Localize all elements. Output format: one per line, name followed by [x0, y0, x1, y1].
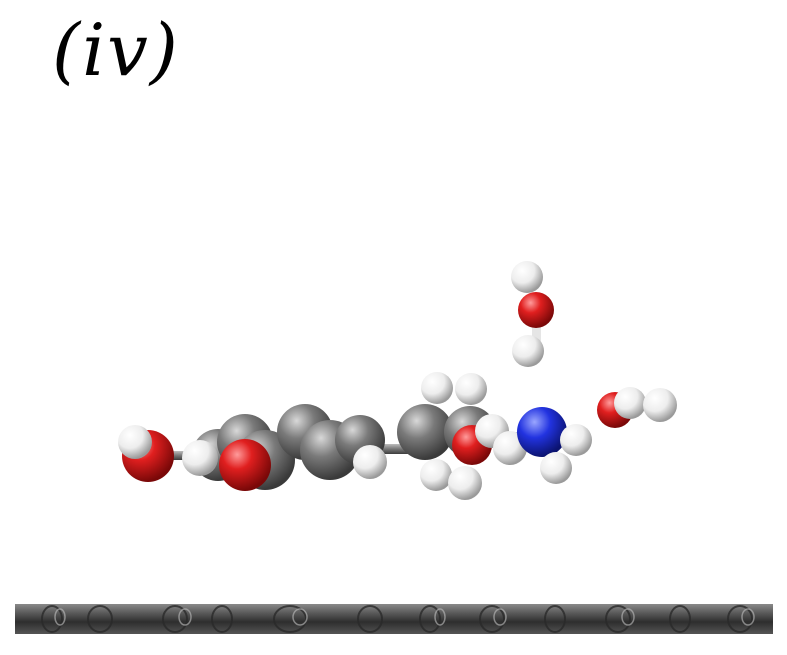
hydrogen-atom: [118, 425, 152, 459]
organic-molecule: [118, 372, 592, 500]
carbon-atom: [397, 404, 453, 460]
panel-label: (iv): [52, 8, 180, 92]
hydrogen-atom: [353, 445, 387, 479]
oxygen-atom: [219, 439, 271, 491]
hydrogen-atom: [614, 387, 646, 419]
nitrogen-atom: [517, 407, 567, 457]
hydrogen-atom: [455, 373, 487, 405]
hydrogen-atom: [448, 466, 482, 500]
hydrogen-atom: [512, 335, 544, 367]
hydrogen-atom: [560, 424, 592, 456]
hydrogen-atom: [540, 452, 572, 484]
hydrogen-atom: [511, 261, 543, 293]
oxygen-atom: [518, 292, 554, 328]
water-molecule-right: [597, 387, 677, 428]
hydrogen-atom: [420, 459, 452, 491]
hydrogen-atom: [182, 440, 218, 476]
hydrogen-atom: [421, 372, 453, 404]
water-molecule-upper: [511, 261, 554, 367]
substrate-surface: [15, 604, 773, 634]
hydrogen-atom: [643, 388, 677, 422]
